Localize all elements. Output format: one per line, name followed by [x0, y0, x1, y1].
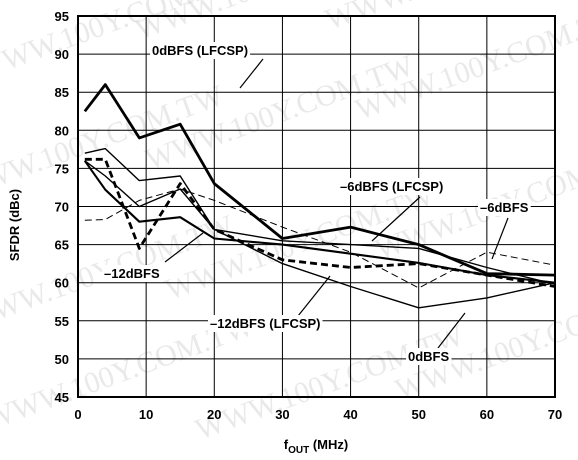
annotation-labels: 0dBFS (LFCSP) –6dBFS (LFCSP) –6dBFS –12dBFS…	[102, 42, 531, 365]
y-axis-title: SFDR (dBc)	[7, 189, 22, 261]
annotation-label: 0dBFS	[408, 349, 450, 364]
x-tick-label: 30	[275, 407, 289, 422]
series-lines	[83, 83, 556, 309]
x-axis-title: fOUT (MHz)	[284, 437, 348, 456]
x-tick-label: 60	[480, 407, 494, 422]
annotation-leader	[297, 275, 331, 317]
annotation-label: –12dBFS (LFCSP)	[210, 316, 321, 331]
series-line-5	[84, 157, 556, 288]
annotation-leaders	[164, 58, 509, 349]
y-tick-label: 45	[55, 390, 69, 405]
y-tick-label: 50	[55, 352, 69, 367]
annotation-label-background	[478, 199, 531, 216]
annotation-label: 0dBFS (LFCSP)	[152, 43, 248, 58]
series-line-0	[83, 83, 556, 277]
y-tick-label: 95	[55, 9, 69, 24]
annotation-leader	[491, 217, 509, 260]
plot-frame	[77, 15, 556, 398]
x-tick-label: 10	[139, 407, 153, 422]
series-line-3	[84, 160, 556, 309]
annotation-label-background	[406, 348, 452, 365]
x-axis-title-subscript: OUT	[288, 445, 309, 456]
y-tick-label: 90	[55, 47, 69, 62]
annotation-label-background	[150, 42, 251, 59]
x-tick-label: 70	[548, 407, 562, 422]
y-tick-label: 55	[55, 314, 69, 329]
annotation-label-background	[338, 178, 446, 195]
annotation-label-background	[208, 315, 323, 332]
x-tick-labels: 0 10 20 30 40 50 60 70	[74, 407, 562, 422]
annotation-label: –12dBFS	[104, 266, 160, 281]
y-tick-label: 70	[55, 200, 69, 215]
y-tick-label: 65	[55, 238, 69, 253]
y-tick-labels: 45 50 55 60 65 70 75 80 85 90 95	[55, 9, 69, 405]
y-tick-label: 85	[55, 85, 69, 100]
watermark-layer: WWW.100Y.COM.TWWWW.100Y.COM.TWWWW.100Y.C…	[0, 0, 578, 447]
annotation-leader	[239, 58, 264, 89]
x-axis-title-unit: (MHz)	[309, 437, 348, 452]
y-tick-label: 60	[55, 276, 69, 291]
y-tick-label: 80	[55, 123, 69, 138]
x-tick-label: 0	[74, 407, 81, 422]
annotation-leader	[437, 312, 466, 349]
annotation-leader	[371, 196, 421, 242]
series-line-1	[84, 147, 556, 285]
x-tick-label: 40	[343, 407, 357, 422]
annotation-label: –6dBFS	[480, 200, 529, 215]
x-tick-label: 20	[207, 407, 221, 422]
annotation-leader	[164, 232, 204, 263]
x-axis-title-main: f	[284, 437, 289, 452]
annotation-label-background	[102, 265, 162, 282]
y-tick-label: 75	[55, 161, 69, 176]
annotation-label: –6dBFS (LFCSP)	[340, 179, 443, 194]
x-tick-label: 50	[411, 407, 425, 422]
